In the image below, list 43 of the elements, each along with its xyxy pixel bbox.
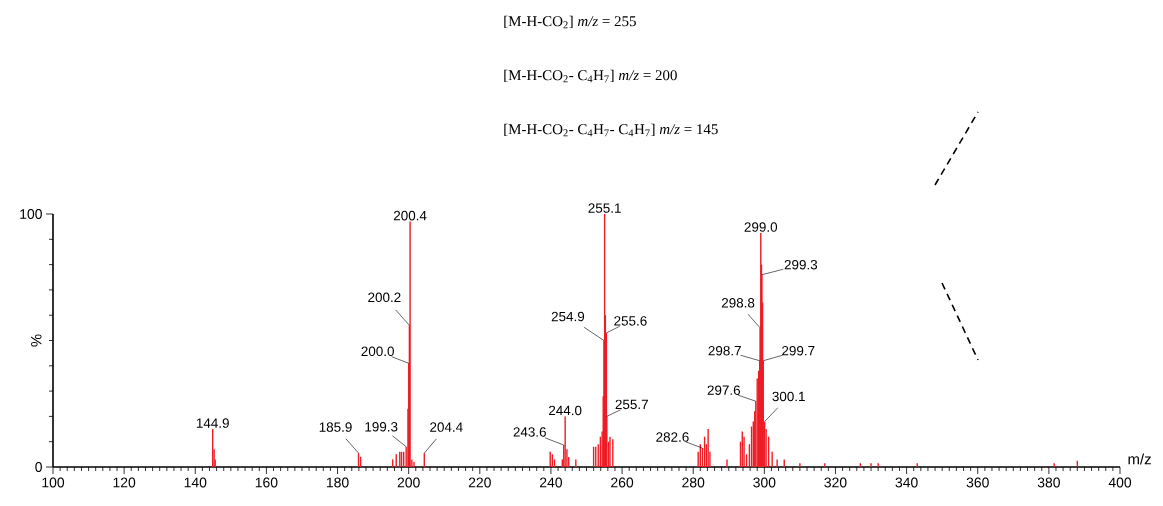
x-tick-label: 120 (113, 477, 136, 488)
x-tick-label: 300 (753, 477, 776, 488)
text: [M-H-CO$_{2}$- C$_{4}$H$_{7}$] m/z = 200 (504, 69, 677, 83)
x-tick-label: 220 (468, 477, 491, 488)
annotation: 298.7 (708, 345, 741, 356)
y-axis-title: % (31, 334, 42, 347)
x-tick-label: 140 (184, 477, 207, 488)
x-tick-label: 360 (966, 477, 989, 488)
x-tick-label: 180 (326, 477, 349, 488)
annotation: 300.1 (772, 391, 805, 402)
annotation: 185.9 (319, 422, 352, 432)
annotation: 200.2 (368, 292, 401, 303)
annotation: 144.9 (196, 418, 229, 428)
x-tick-label: 200 (397, 477, 420, 488)
x-tick-label: 340 (895, 477, 918, 488)
annotation: 298.8 (721, 298, 755, 308)
annotation: 299.7 (782, 345, 815, 356)
annotation: 297.6 (707, 385, 741, 395)
text: [M-H-CO$_{2}$- C$_{4}$H$_{7}$- C$_{4}$H$_{7}$] m/z = 145 (504, 123, 718, 137)
x-axis-title: m/z (1128, 453, 1151, 465)
x-tick-label: 160 (255, 477, 278, 488)
x-tick-label: 380 (1037, 477, 1060, 488)
annotation: 255.7 (615, 399, 648, 410)
annotation: 243.6 (513, 427, 546, 437)
annotation: 299.0 (744, 222, 778, 232)
annotation: 204.4 (430, 422, 463, 432)
annotation: 282.6 (656, 432, 689, 442)
x-tick-label: 280 (682, 477, 705, 488)
annotation: 255.6 (614, 316, 647, 326)
annotation: 244.0 (549, 405, 582, 416)
x-tick-label: 240 (540, 477, 563, 488)
annotation: 255.1 (588, 203, 621, 213)
annotation: 254.9 (551, 311, 585, 322)
x-tick-label: 260 (611, 477, 634, 488)
annotation: 199.3 (365, 422, 398, 432)
x-tick-label: 400 (1108, 477, 1132, 488)
annotation: 299.3 (784, 259, 818, 270)
x-tick-label: 320 (824, 477, 847, 488)
y-tick-label: 0 (35, 462, 42, 472)
annotation: 200.0 (361, 346, 394, 357)
x-tick-label: 100 (42, 477, 65, 488)
annotation: 200.4 (393, 210, 427, 221)
text: [M-H-CO$_{2}$] m/z = 255 (504, 15, 636, 29)
